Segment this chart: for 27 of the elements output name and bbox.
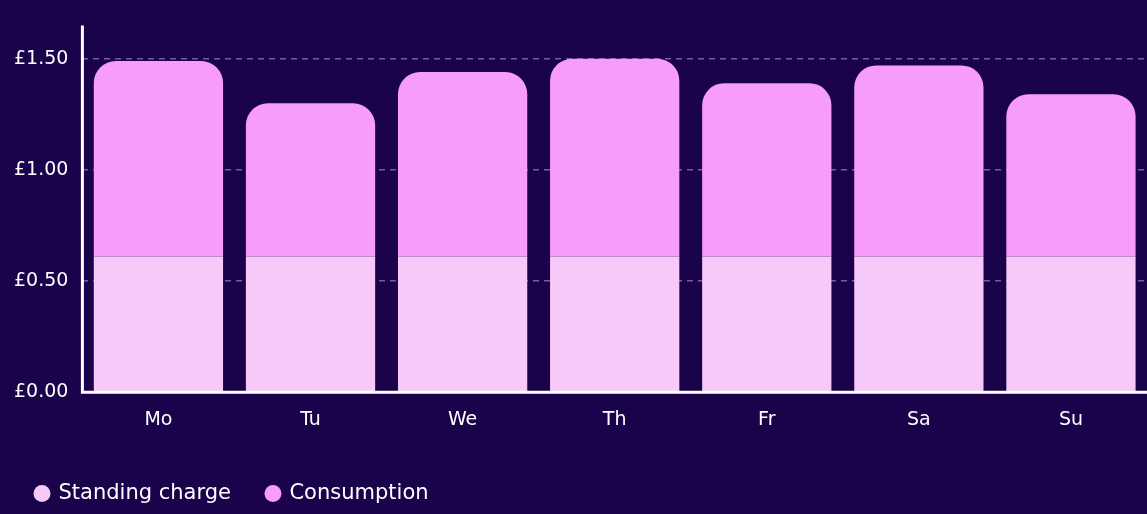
- bar: [550, 58, 680, 257]
- x-tick-label: Th: [601, 406, 627, 429]
- x-tick-label: Su: [1058, 406, 1084, 429]
- bar: [854, 65, 984, 257]
- bar: [93, 256, 224, 392]
- bar: [245, 103, 376, 257]
- bar: [1006, 256, 1136, 392]
- x-tick-label: Tu: [299, 406, 321, 429]
- x-tick-label: We: [447, 406, 478, 429]
- bar: [702, 83, 832, 257]
- legend-label: Standing charge: [58, 479, 231, 504]
- bar: [397, 256, 528, 392]
- bar: [550, 256, 680, 392]
- legend-label: Consumption: [289, 479, 429, 504]
- bar: [245, 256, 376, 392]
- y-tick-label: £1.00: [13, 156, 69, 179]
- bar: [397, 72, 528, 257]
- bar: [854, 256, 984, 392]
- y-tick-label: £0.00: [13, 379, 69, 402]
- bar: [1006, 94, 1136, 257]
- x-tick-label: Sa: [907, 406, 931, 429]
- bar: [702, 256, 832, 392]
- y-tick-label: £0.50: [13, 267, 69, 290]
- x-tick-label: Mo: [144, 406, 173, 429]
- bar: [93, 60, 224, 257]
- x-tick-label: Fr: [758, 406, 776, 429]
- y-tick-label: £1.50: [13, 45, 69, 68]
